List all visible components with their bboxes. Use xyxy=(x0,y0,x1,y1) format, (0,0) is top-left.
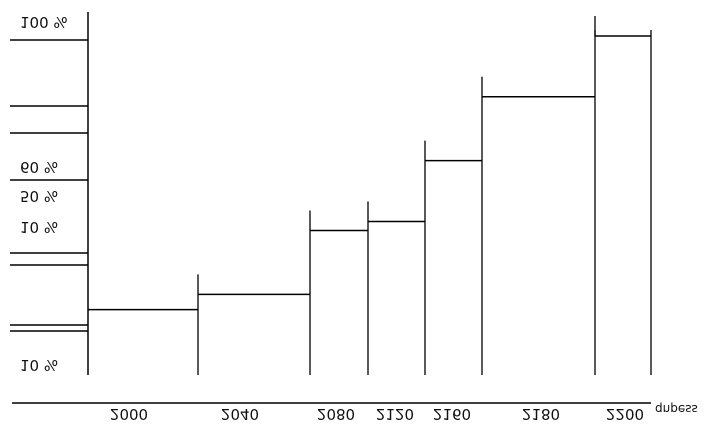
x-tick-label: 2000 xyxy=(110,405,148,423)
y-tick-labels: 100 % 60 % 50 % 10 % 10 % xyxy=(20,13,68,374)
x-tick-labels: 2000 2040 2080 2120 2160 2180 2200 xyxy=(110,405,644,423)
y-tick-label: 100 % xyxy=(20,13,68,31)
x-tick-label: 2180 xyxy=(522,405,560,423)
x-tick-label: 2200 xyxy=(606,405,644,423)
x-unit-label: qnpess xyxy=(655,402,698,416)
y-tick-label: 10 % xyxy=(20,218,58,236)
y-tick-label: 10 % xyxy=(20,356,58,374)
y-axis xyxy=(10,12,89,375)
x-tick-label: 2040 xyxy=(221,405,259,423)
y-tick-label: 50 % xyxy=(20,187,58,205)
y-tick-label: 60 % xyxy=(20,158,58,176)
x-tick-label: 2160 xyxy=(433,405,471,423)
x-tick-label: 2080 xyxy=(317,405,355,423)
bars xyxy=(88,16,652,375)
x-tick-label: 2120 xyxy=(376,405,414,423)
